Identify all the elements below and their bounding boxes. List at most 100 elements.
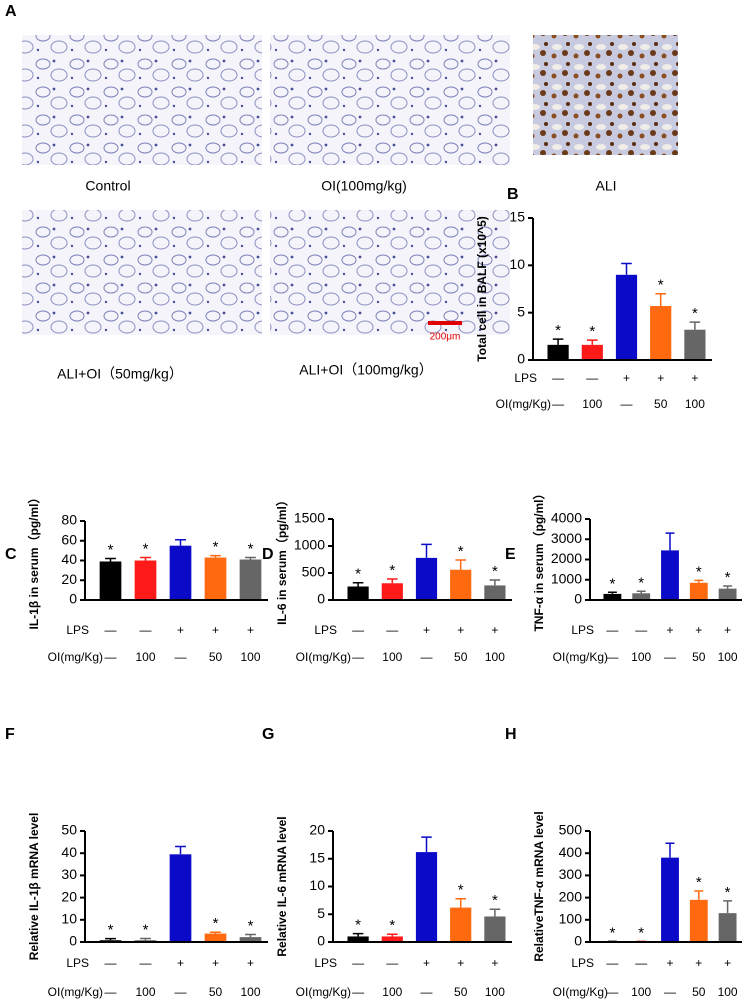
row-label: OI(mg/Kg): [553, 985, 608, 999]
image-caption: Control: [85, 178, 130, 194]
oi-cell: —: [175, 650, 187, 664]
histology-image: [270, 210, 510, 335]
histology-image: [270, 35, 510, 165]
bar: [240, 560, 262, 600]
oi-cell: 100: [382, 985, 402, 999]
significance-mark: *: [458, 882, 464, 899]
error-bar: [490, 580, 501, 585]
oi-cell: 50: [654, 397, 668, 411]
lps-cell: —: [386, 623, 398, 637]
lps-cell: +: [212, 956, 219, 970]
y-tick-label: 5: [517, 303, 525, 319]
bar: [547, 345, 568, 360]
lps-cell: +: [212, 623, 219, 637]
error-bar: [421, 544, 432, 558]
bar: [690, 583, 708, 600]
oi-cell: 50: [454, 985, 468, 999]
error-bar: [105, 559, 116, 562]
lps-cell: —: [352, 623, 364, 637]
row-label: LPS: [314, 623, 337, 637]
panel-label: G: [262, 726, 274, 743]
error-bar: [353, 934, 364, 937]
error-bar: [655, 294, 666, 306]
lps-cell: —: [105, 956, 117, 970]
row-label: LPS: [571, 623, 594, 637]
oi-cell: 100: [382, 650, 402, 664]
significance-mark: *: [555, 322, 561, 339]
oi-cell: 50: [692, 650, 706, 664]
lps-cell: +: [666, 623, 673, 637]
bar: [661, 858, 679, 942]
y-tick-label: 20: [309, 822, 325, 838]
significance-mark: *: [143, 541, 149, 558]
panel-label: E: [505, 546, 516, 563]
y-axis-label: Relative IL-1β mRNA level: [27, 813, 41, 961]
bar: [347, 587, 368, 601]
image-caption: ALI+OI（100mg/kg）: [299, 362, 432, 378]
error-bar: [245, 558, 256, 560]
lps-cell: —: [105, 623, 117, 637]
significance-mark: *: [725, 884, 731, 901]
y-tick-label: 0: [517, 351, 525, 367]
lps-cell: +: [423, 623, 430, 637]
oi-cell: 100: [135, 985, 155, 999]
lps-cell: —: [140, 956, 152, 970]
error-bar: [690, 322, 701, 330]
bar: [205, 558, 227, 600]
row-label: LPS: [66, 956, 89, 970]
lps-cell: +: [724, 623, 731, 637]
y-tick-label: 1000: [294, 537, 325, 553]
significance-mark: *: [492, 563, 498, 580]
y-axis-label: IL-1β in serum（pg/ml）: [26, 491, 41, 629]
row-label: OI(mg/Kg): [48, 985, 103, 999]
y-tick-label: 500: [302, 564, 326, 580]
bar: [450, 570, 471, 600]
significance-mark: *: [458, 543, 464, 560]
lps-cell: +: [691, 371, 698, 385]
bar: [205, 934, 227, 942]
y-tick-label: 10: [509, 256, 525, 272]
bar: [416, 558, 437, 600]
image-caption: ALI+OI（50mg/kg）: [57, 366, 183, 382]
y-tick-label: 0: [574, 933, 582, 949]
lps-cell: +: [695, 623, 702, 637]
y-tick-label: 2000: [551, 550, 582, 566]
oi-cell: —: [552, 397, 564, 411]
oi-cell: 100: [718, 985, 738, 999]
y-axis-label: Relative IL-6 mRNA level: [275, 816, 289, 956]
error-bar: [387, 579, 398, 583]
significance-mark: *: [108, 922, 114, 939]
oi-cell: —: [352, 985, 364, 999]
oi-cell: 100: [485, 650, 505, 664]
y-tick-label: 0: [317, 591, 325, 607]
y-tick-label: 0: [69, 933, 77, 949]
bar: [650, 306, 671, 360]
lps-cell: —: [552, 371, 564, 385]
bar: [484, 585, 505, 600]
y-tick-label: 10: [61, 911, 77, 927]
lps-cell: +: [657, 371, 664, 385]
scale-bar: [428, 321, 462, 325]
oi-cell: —: [105, 985, 117, 999]
row-label: LPS: [514, 371, 537, 385]
lps-cell: +: [695, 956, 702, 970]
y-tick-label: 80: [61, 512, 77, 528]
y-tick-label: 1500: [294, 510, 325, 526]
y-tick-label: 0: [574, 591, 582, 607]
significance-mark: *: [692, 305, 698, 322]
oi-cell: —: [664, 650, 676, 664]
lps-cell: —: [386, 956, 398, 970]
lps-cell: +: [247, 956, 254, 970]
oi-cell: 100: [631, 650, 651, 664]
oi-cell: —: [421, 985, 433, 999]
oi-cell: 100: [631, 985, 651, 999]
panel-label: F: [5, 726, 15, 743]
y-tick-label: 400: [559, 844, 583, 860]
oi-cell: —: [606, 650, 618, 664]
significance-mark: *: [143, 921, 149, 938]
y-tick-label: 300: [559, 866, 583, 882]
bar: [684, 330, 705, 360]
y-tick-label: 4000: [551, 510, 582, 526]
y-tick-label: 0: [317, 933, 325, 949]
